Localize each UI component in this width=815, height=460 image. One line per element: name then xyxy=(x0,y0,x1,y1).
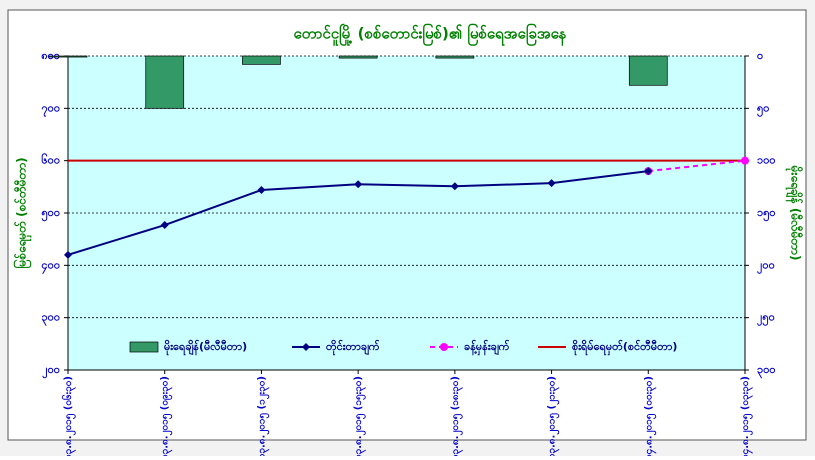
legend-swatch xyxy=(129,341,159,353)
y2-tick-label: ၁၀၀ xyxy=(757,154,776,167)
legend-marker xyxy=(440,343,448,351)
y-tick-label: ၅၀၀ xyxy=(41,206,60,222)
bar xyxy=(435,55,475,59)
y2-tick-label: ၂၀၀ xyxy=(757,258,775,274)
legend-marker xyxy=(302,343,310,351)
marker xyxy=(644,167,653,176)
bar xyxy=(628,55,668,86)
y-tick-label: ၂၀၀ xyxy=(42,363,60,379)
marker xyxy=(257,185,266,194)
marker xyxy=(741,156,749,165)
legend-label: ခန့်မှန်းချက် xyxy=(464,339,510,356)
marker xyxy=(354,180,363,189)
y-tick-label: ၄၀၀ xyxy=(41,258,60,274)
y-axis-title: မြစ်ရေမှတ် (စင်တီမီတာ) xyxy=(12,157,33,268)
y-tick-label: ၇၀၀ xyxy=(41,101,60,117)
y2-tick-label: ၂၅၀ xyxy=(757,311,775,327)
y2-tick-label: ၅၀ xyxy=(757,101,769,117)
x-tick-label: ၁၃.၈.၂၀၁၅ (၁၅း၃၀) xyxy=(353,376,367,456)
marker xyxy=(547,179,556,188)
x-tick-label: ၁၃.၈.၂၀၁၅ (၀၆း၃၀) xyxy=(61,376,77,456)
y-tick-label: ၃၀၀ xyxy=(41,311,60,327)
bar xyxy=(338,55,378,59)
marker xyxy=(160,221,169,230)
marker xyxy=(450,182,459,191)
bar xyxy=(242,55,281,65)
x-tick-label: ၁၃.၈.၂၀၁၅ (၂၁း၃၀) xyxy=(547,376,561,456)
x-tick-label: ၁၃.၈.၂၀၁၅ (၁၈း၃၀) xyxy=(450,376,464,456)
y2-tick-label: ၁၅၀ xyxy=(757,206,776,222)
y-tick-label: ၆၀၀ xyxy=(41,154,60,167)
y-tick-label: ၈၀၀ xyxy=(41,49,60,62)
y2-axis-title: မိုးရေချိန် (မီလီမီတာ) xyxy=(785,165,805,261)
y2-tick-label: ၃၀၀ xyxy=(757,363,776,379)
legend-label: စိုးရိမ်ရေမှတ်(စင်တီမီတာ) xyxy=(572,339,677,356)
legend-label: တိုင်းတာချက် xyxy=(326,339,380,356)
legend-label: မိုးရေချိန်(မီလီမီတာ) xyxy=(164,339,247,356)
x-tick-label: ၁၃.၈.၂၀၁၅ (၁၂း၃၀) xyxy=(256,376,270,456)
y2-tick-label: ၀ xyxy=(757,49,763,62)
bar xyxy=(145,55,185,109)
x-tick-label: ၁၄.၈.၂၀၁၅ (၀၀း၃၀) xyxy=(643,376,657,456)
marker xyxy=(64,250,72,259)
x-tick-label: ၁၃.၈.၂၀၁၅ (၀၉း၃၀) xyxy=(160,376,174,456)
line xyxy=(648,159,746,173)
bar xyxy=(48,55,88,58)
x-tick-label: ၁၄.၈.၂၀၁၅ (၀၃း၃၀) xyxy=(740,376,754,456)
